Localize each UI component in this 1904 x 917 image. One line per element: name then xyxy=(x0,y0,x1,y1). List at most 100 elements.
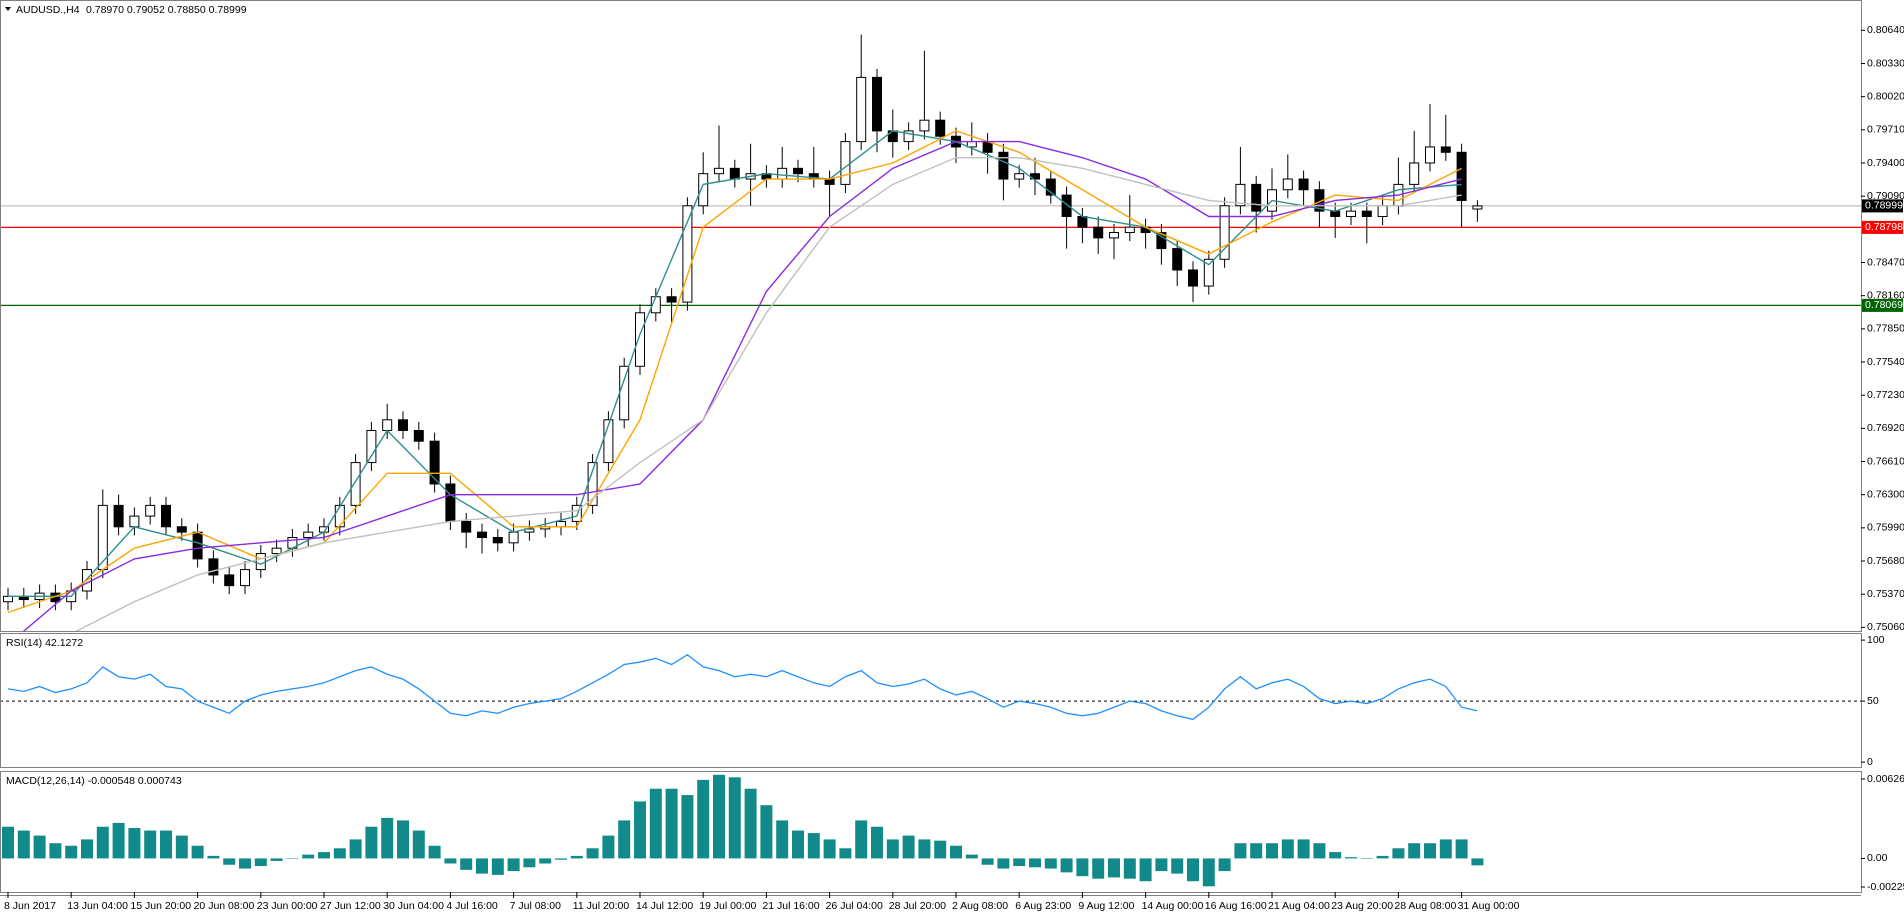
y-tick-label: 0.00 xyxy=(1867,852,1888,864)
candle-body xyxy=(161,504,171,528)
y-tick-label: -0.002255 xyxy=(1867,881,1904,893)
macd-bar xyxy=(965,854,978,859)
candle-body xyxy=(97,504,108,571)
macd-bar xyxy=(65,845,78,859)
macd-bar xyxy=(476,858,488,874)
y-tick-label: 100 xyxy=(1867,634,1885,646)
candle-body xyxy=(1409,162,1420,185)
candle-body xyxy=(1061,194,1072,217)
candle-body xyxy=(666,296,677,303)
candle-body xyxy=(271,547,282,555)
macd-bar xyxy=(1424,843,1436,859)
macd-bar xyxy=(1471,858,1484,866)
macd-bar xyxy=(665,788,678,859)
x-tick-label: 20 Jun 08:00 xyxy=(194,900,255,912)
candle-body xyxy=(129,515,140,528)
macd-bar xyxy=(997,858,1010,869)
price-label: 0.78999 xyxy=(1865,200,1903,212)
macd-bar xyxy=(886,839,899,859)
candle-body xyxy=(3,595,13,603)
macd-bar xyxy=(792,830,804,859)
candle-body xyxy=(240,569,250,587)
macd-bar xyxy=(254,858,267,867)
candle-body xyxy=(919,119,930,132)
macd-bar xyxy=(160,830,172,859)
rsi-panel-frame xyxy=(0,633,1862,768)
candle-body xyxy=(1298,178,1309,191)
candle-body xyxy=(1330,210,1341,217)
candle-body xyxy=(192,531,203,560)
menu-triangle[interactable] xyxy=(5,7,11,11)
macd-bar xyxy=(1392,848,1405,859)
macd-bar xyxy=(1408,843,1421,859)
macd-bar xyxy=(1013,858,1026,867)
y-tick-label: 0.75060 xyxy=(1867,621,1904,633)
y-tick-label: 0.78160 xyxy=(1867,289,1904,301)
ohlc-label: 0.78970 0.79052 0.78850 0.78999 xyxy=(86,4,247,16)
macd-bar xyxy=(1376,855,1389,859)
macd-bar xyxy=(807,833,820,859)
x-tick-label: 14 Jul 12:00 xyxy=(636,900,693,912)
candle-body xyxy=(935,119,946,137)
candle-body xyxy=(1156,232,1167,250)
candle-body xyxy=(382,419,393,431)
rsi-plot xyxy=(1,653,1861,721)
x-tick-label: 21 Jul 16:00 xyxy=(762,900,819,912)
macd-bar xyxy=(649,788,662,859)
candle-body xyxy=(698,173,709,207)
macd-plot xyxy=(2,774,1484,887)
candle-body xyxy=(872,76,882,132)
candle-body xyxy=(1172,248,1183,271)
macd-bar xyxy=(17,830,30,859)
axes: 0.80640 0.80330 0.80020 0.79710 0.79400 0.790… xyxy=(4,24,1904,912)
macd-bar xyxy=(776,820,789,859)
candle-body xyxy=(398,419,408,431)
price-label-bg xyxy=(1862,199,1903,213)
macd-bar xyxy=(444,858,457,864)
candle-body xyxy=(255,553,266,571)
macd-bar xyxy=(1139,858,1152,882)
main-panel-frame xyxy=(0,0,1862,632)
y-tick-label: 0.76920 xyxy=(1867,422,1904,434)
macd-bar xyxy=(207,855,220,859)
macd-bar xyxy=(823,839,836,859)
macd-bar xyxy=(855,820,868,859)
candle-body xyxy=(208,558,219,576)
macd-bar xyxy=(365,826,378,859)
main-plot xyxy=(1,34,1861,631)
price-label-bg xyxy=(1862,298,1903,312)
y-tick-label: 0.006266 xyxy=(1867,773,1904,785)
x-tick-label: 2 Aug 08:00 xyxy=(952,900,1008,912)
candle-body xyxy=(1425,146,1435,164)
candle-body xyxy=(1219,205,1230,260)
macd-bar xyxy=(381,817,394,859)
x-tick-label: 13 Jun 04:00 xyxy=(67,900,128,912)
candle-body xyxy=(508,531,519,544)
macd-bar xyxy=(1234,843,1247,859)
candle-body xyxy=(524,528,535,533)
macd-bar xyxy=(1266,843,1278,859)
macd-bar xyxy=(1439,839,1452,859)
macd-bar xyxy=(1218,858,1231,872)
y-tick-label: 0.75990 xyxy=(1867,522,1904,534)
candle-body xyxy=(303,531,314,538)
macd-bar xyxy=(1250,843,1263,859)
candle-body xyxy=(224,574,235,587)
candle-body xyxy=(477,531,487,538)
price-label-bg xyxy=(1862,220,1903,234)
macd-bar xyxy=(760,805,773,859)
candle-body xyxy=(682,205,693,303)
y-tick-label: 0.75680 xyxy=(1867,555,1904,567)
y-tick-label: 0.78470 xyxy=(1867,256,1904,268)
macd-bar xyxy=(397,820,409,859)
rsi-title: RSI(14) 42.1272 xyxy=(6,637,83,649)
macd-bar xyxy=(270,858,283,861)
macd-title: MACD(12,26,14) -0.000548 0.000743 xyxy=(6,775,182,787)
y-tick-label: 0.75370 xyxy=(1867,588,1904,600)
y-tick-label: 0.80640 xyxy=(1867,24,1904,36)
candle-body xyxy=(1124,226,1135,234)
macd-bar xyxy=(697,779,710,859)
macd-bar xyxy=(33,835,46,859)
macd-bar xyxy=(112,822,125,859)
